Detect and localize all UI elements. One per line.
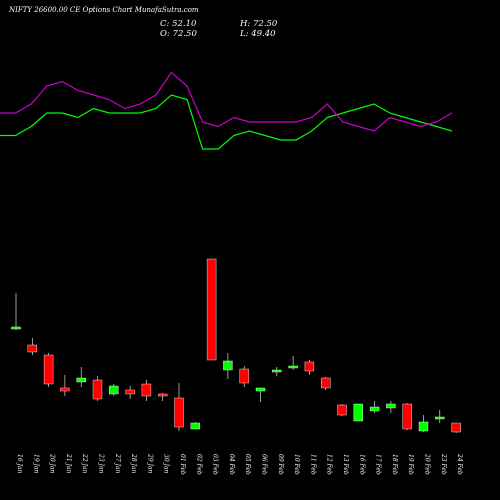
candle-up [190,422,201,430]
x-tick-label: 20 Jan [49,453,56,474]
candle-up [418,421,429,432]
x-tick-label: 19 Feb [407,454,414,475]
candle-up [11,326,21,330]
candle-down [141,383,152,397]
x-tick-label: 06 Feb [261,454,268,475]
candle-down [451,422,461,433]
x-tick-label: 11 Feb [309,454,316,475]
candle-down [60,387,70,392]
x-tick-label: 17 Feb [375,454,382,475]
candle-up [386,403,396,409]
indicator-lines [0,71,453,150]
candle-down [402,403,412,430]
candle-up [369,406,380,412]
x-tick-label: 13 Feb [342,454,349,475]
x-tick-label: 23 Jan [98,453,105,474]
x-tick-label: 18 Feb [391,454,398,475]
x-tick-label: 03 Feb [212,454,219,475]
candle-up [223,360,233,371]
candle-up [353,403,363,422]
candle-down [27,344,37,353]
close-value: C: 52.10 [160,19,197,29]
x-tick-label: 12 Feb [326,454,333,475]
x-tick-label: 29 Jan [146,453,153,474]
x-axis-labels: 16 Jan 19 Jan 20 Jan 21 Jan 22 Jan 23 Jan 27 J… [16,453,463,475]
candle-down [92,379,103,400]
x-tick-label: 20 Feb [424,453,431,475]
candle-up [109,385,119,395]
x-tick-label: 27 Jan [114,453,121,474]
x-tick-label: 16 Feb [358,454,365,475]
x-tick-label: 22 Jan [81,453,88,474]
x-tick-label: 04 Feb [228,454,235,475]
candle-up [76,377,86,383]
x-tick-label: 21 Jan [65,453,72,474]
candle-up [272,369,282,373]
candle-down [157,393,168,397]
x-tick-label: 09 Feb [277,454,284,475]
low-value: L: 49.40 [240,29,276,39]
candle-down [239,368,249,384]
indicator-line-2 [0,71,453,132]
high-value: H: 72.50 [240,19,278,29]
candle-down [125,389,135,395]
candle-down [321,377,331,389]
indicator-line-1 [0,94,453,150]
x-tick-label: 19 Jan [32,454,39,474]
candle-down [304,361,315,372]
x-tick-label: 28 Jan [130,453,137,474]
chart-title: NIFTY 26600.00 CE Options Chart MunafaSu… [9,6,199,14]
open-value: O: 72.50 [160,29,197,39]
candle-up [255,387,266,392]
x-tick-label: 01 Feb [179,454,186,475]
x-tick-label: 02 Feb [195,454,202,475]
x-tick-label: 24 Feb [456,453,463,475]
candle-up [288,365,298,369]
x-tick-label: 16 Jan [16,454,23,474]
candle-up [435,416,445,420]
x-tick-label: 05 Feb [244,454,251,475]
x-tick-label: 10 Feb [293,454,300,475]
candles [11,258,461,433]
candle-down [43,354,54,385]
x-tick-label: 23 Feb [440,453,447,475]
candle-down [206,258,217,361]
candle-down [174,397,184,428]
candle-down [337,404,347,416]
x-tick-label: 30 Jan [163,454,170,474]
